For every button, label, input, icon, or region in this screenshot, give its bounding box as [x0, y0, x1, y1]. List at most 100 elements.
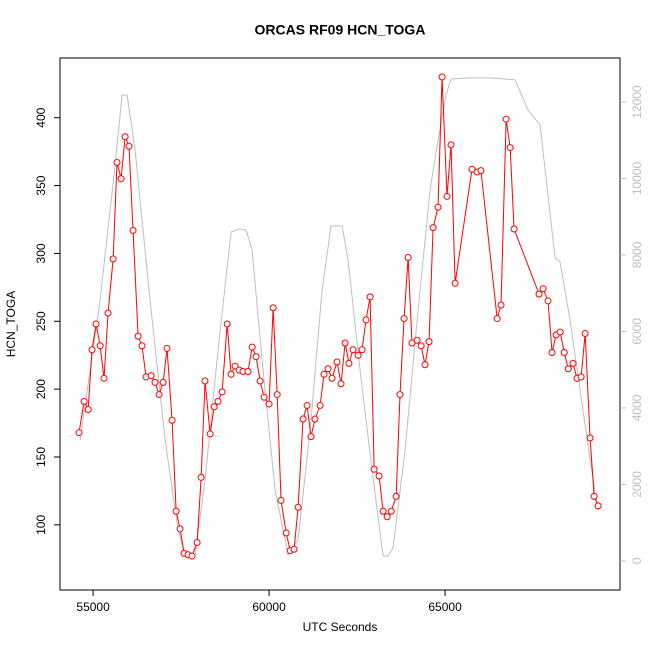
data-point — [502, 115, 510, 123]
data-point — [290, 545, 298, 553]
y-tick-label: 150 — [34, 447, 48, 467]
data-point — [539, 285, 547, 293]
y2-tick-label: 8000 — [630, 241, 644, 268]
data-point — [320, 370, 328, 378]
y2-tick-label: 10000 — [630, 161, 644, 195]
data-point — [383, 513, 391, 521]
data-point — [84, 406, 92, 413]
data-point — [594, 502, 602, 510]
data-point — [151, 378, 159, 386]
data-point — [333, 358, 341, 366]
data-point — [366, 293, 374, 301]
chart-title: ORCAS RF09 HCN_TOGA — [255, 22, 426, 38]
data-point — [260, 393, 268, 401]
data-point — [277, 496, 285, 504]
data-point — [358, 346, 366, 354]
data-point — [125, 142, 133, 150]
data-point — [564, 365, 572, 373]
data-point — [273, 391, 281, 399]
data-point — [577, 373, 585, 381]
data-point — [387, 507, 395, 515]
x-axis-label: UTC Seconds — [303, 620, 378, 634]
data-point — [413, 336, 421, 344]
data-point — [159, 378, 167, 386]
data-point — [535, 290, 543, 298]
data-point — [210, 403, 218, 411]
data-point — [197, 473, 205, 481]
data-point — [163, 344, 171, 352]
data-point — [451, 279, 459, 287]
x-tick-label: 65000 — [428, 600, 462, 614]
data-point — [434, 203, 442, 211]
x-tick-label: 55000 — [76, 600, 110, 614]
y2-tick-label: 2000 — [630, 471, 644, 498]
data-point — [328, 374, 336, 382]
data-point — [206, 430, 214, 438]
data-point — [218, 388, 226, 396]
data-point — [201, 377, 209, 385]
data-point — [404, 254, 412, 261]
data-point — [104, 309, 112, 317]
data-point — [354, 351, 362, 359]
data-point — [337, 380, 345, 388]
data-point — [193, 539, 201, 546]
data-point — [375, 472, 383, 480]
x-tick-label: 60000 — [252, 600, 286, 614]
data-point — [88, 346, 96, 354]
y2-tick-label: 4000 — [630, 394, 644, 421]
y-tick-label: 400 — [34, 107, 48, 127]
data-point — [345, 359, 353, 367]
data-point — [252, 353, 260, 361]
data-point — [96, 342, 104, 350]
data-point — [581, 330, 589, 337]
data-point — [121, 133, 129, 141]
y-tick-label: 350 — [34, 175, 48, 195]
data-point — [223, 320, 231, 328]
data-point — [421, 361, 429, 369]
data-point — [248, 343, 256, 351]
data-point — [214, 397, 222, 405]
data-point — [147, 372, 155, 380]
data-point — [138, 342, 146, 350]
data-point — [379, 507, 387, 515]
data-point — [109, 255, 117, 263]
plot-box — [59, 57, 621, 591]
data-point — [282, 529, 290, 537]
data-point — [92, 320, 100, 328]
data-point — [447, 141, 455, 149]
y-tick-label: 250 — [34, 311, 48, 331]
data-point — [244, 368, 252, 375]
data-point — [100, 374, 108, 382]
data-point — [294, 503, 302, 511]
data-point — [129, 226, 137, 234]
data-point — [443, 192, 451, 200]
data-point — [113, 159, 121, 166]
data-point — [493, 315, 501, 323]
y-tick-label: 300 — [34, 243, 48, 263]
data-point — [176, 525, 184, 533]
y-tick-label: 100 — [34, 515, 48, 535]
data-point — [316, 401, 324, 409]
data-point — [134, 332, 142, 340]
y-tick-label: 200 — [34, 379, 48, 399]
data-point — [548, 349, 556, 356]
data-point — [425, 338, 433, 346]
data-point — [429, 224, 437, 232]
data-point — [307, 433, 315, 441]
data-point — [155, 391, 163, 399]
data-point — [256, 377, 264, 385]
y2-tick-label: 0 — [630, 557, 644, 564]
data-point — [324, 365, 332, 373]
data-point — [231, 362, 239, 370]
data-point — [569, 359, 577, 367]
data-point — [311, 415, 319, 423]
data-point — [172, 507, 180, 515]
data-point — [362, 316, 370, 324]
data-point — [544, 297, 552, 305]
y-axis-label: HCN_TOGA — [4, 291, 18, 357]
data-point — [349, 346, 357, 354]
data-point — [227, 370, 235, 378]
data-point — [75, 429, 83, 437]
